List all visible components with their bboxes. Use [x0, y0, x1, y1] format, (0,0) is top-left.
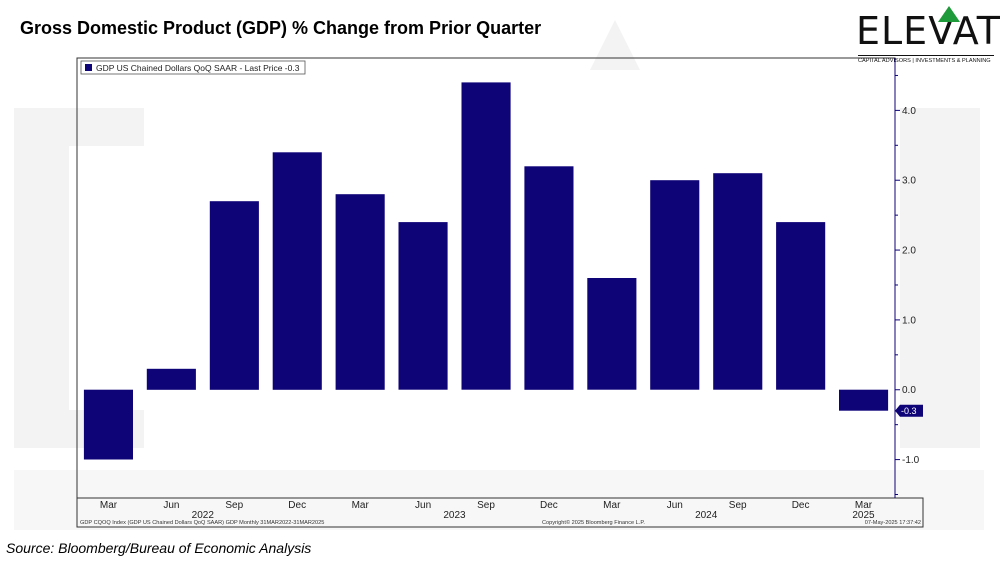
x-axis-frame — [76, 497, 924, 528]
legend-box — [80, 60, 306, 75]
source-note: Source: Bloomberg/Bureau of Economic Ana… — [6, 540, 312, 556]
bar — [524, 166, 574, 390]
logo-wordmark: ELEVATE — [856, 9, 1000, 53]
x-tick-label: Jun — [667, 500, 683, 511]
x-tick-label: Jun — [163, 500, 179, 511]
bar — [335, 194, 385, 390]
x-tick-label: Jun — [415, 500, 431, 511]
bar — [209, 201, 259, 390]
page-title: Gross Domestic Product (GDP) % Change fr… — [20, 18, 542, 38]
logo-divider — [858, 55, 994, 56]
x-year-label: 2024 — [695, 510, 718, 521]
x-tick-label: Dec — [540, 500, 558, 511]
x-tick-label: Dec — [288, 500, 306, 511]
last-price-tag — [895, 404, 923, 417]
last-price-marker: -0.3 — [895, 404, 923, 417]
y-tick-label: 4.0 — [902, 106, 916, 117]
legend-label: GDP US Chained Dollars QoQ SAAR - Last P… — [96, 63, 300, 73]
bar — [650, 180, 700, 390]
x-year-label: 2022 — [192, 510, 215, 521]
x-tick-label: Sep — [225, 500, 243, 511]
y-tick-label: 0.0 — [902, 385, 916, 396]
footer-index-note: GDP CQOQ Index (GDP US Chained Dollars Q… — [80, 520, 324, 526]
bar — [146, 368, 196, 390]
footer-timestamp: 07-May-2025 17:37:42 — [865, 520, 921, 526]
last-price-label: -0.3 — [901, 406, 917, 416]
bar — [461, 82, 511, 390]
x-tick-label: Sep — [477, 500, 495, 511]
bar — [398, 222, 448, 390]
x-year-label: 2023 — [443, 510, 466, 521]
y-tick-label: 1.0 — [902, 315, 916, 326]
elevate-logo: ELEVATE CAPITAL ADVISORS | INVESTMENTS &… — [852, 6, 1000, 66]
y-tick-label: -1.0 — [902, 455, 920, 466]
bar — [587, 278, 637, 390]
bar — [839, 389, 889, 411]
y-tick-label: 2.0 — [902, 246, 916, 257]
x-tick-label: Sep — [729, 500, 747, 511]
footer-copyright: Copyright© 2025 Bloomberg Finance L.P. — [542, 519, 645, 526]
logo-subtitle: CAPITAL ADVISORS | INVESTMENTS & PLANNIN… — [858, 58, 991, 64]
x-tick-label: Mar — [855, 500, 873, 511]
y-tick-label: 3.0 — [902, 176, 916, 187]
x-tick-label: Mar — [100, 500, 118, 511]
legend: GDP US Chained Dollars QoQ SAAR - Last P… — [80, 60, 306, 75]
logo-arrow-icon — [938, 6, 960, 22]
legend-swatch — [85, 64, 92, 71]
x-tick-label: Mar — [603, 500, 621, 511]
bar — [272, 152, 322, 390]
x-tick-label: Dec — [792, 500, 810, 511]
bar — [713, 173, 763, 390]
x-year-label: 2025 — [852, 510, 875, 521]
bar — [83, 389, 133, 460]
x-tick-label: Mar — [352, 500, 370, 511]
bar — [776, 222, 826, 390]
